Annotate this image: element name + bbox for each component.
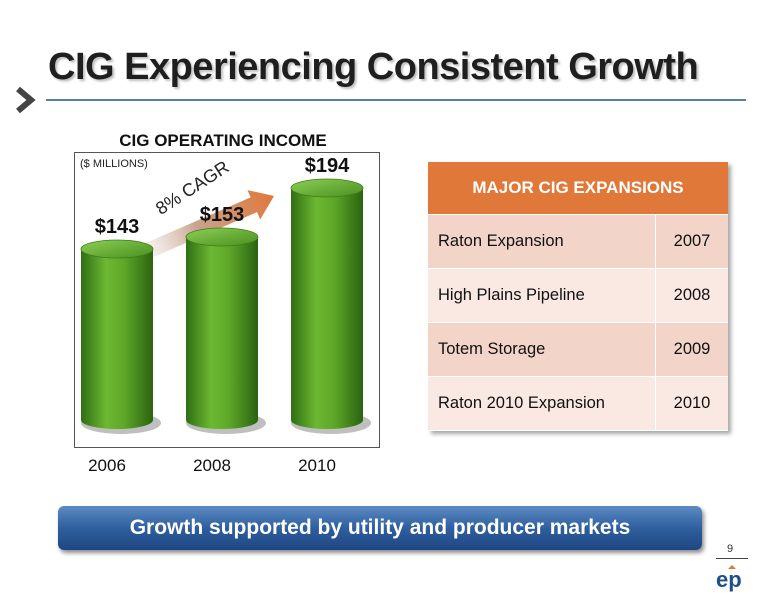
bar-2010 <box>290 178 371 434</box>
table-row: Raton Expansion 2007 <box>428 215 728 269</box>
category-label: 2006 <box>88 456 126 475</box>
chart-unit-label: ($ MILLIONS) <box>80 158 148 170</box>
value-label: $153 <box>200 204 245 226</box>
value-label: $143 <box>95 216 140 238</box>
title-divider <box>46 99 746 101</box>
ep-logo-icon: ep <box>716 565 742 592</box>
expansions-table-header: MAJOR CIG EXPANSIONS <box>428 162 728 215</box>
category-label: 2008 <box>193 456 231 475</box>
table-row: Totem Storage 2009 <box>428 323 728 377</box>
expansion-year: 2008 <box>673 286 711 304</box>
chevron-right-icon <box>16 86 36 114</box>
table-row: Raton 2010 Expansion 2010 <box>428 377 728 431</box>
bar-2008 <box>185 227 266 434</box>
expansion-year: 2007 <box>673 232 711 250</box>
page-number-rule <box>716 558 748 559</box>
table-row: High Plains Pipeline 2008 <box>428 269 728 323</box>
expansion-name: Totem Storage <box>428 323 656 376</box>
expansion-year: 2010 <box>673 394 711 412</box>
chart-title: CIG OPERATING INCOME <box>119 131 327 150</box>
expansion-name: Raton Expansion <box>428 215 656 268</box>
svg-text:ep: ep <box>716 567 742 592</box>
slide-title: CIG Experiencing Consistent Growth <box>48 46 699 88</box>
expansion-name: Raton 2010 Expansion <box>428 377 656 430</box>
value-label: $194 <box>305 155 350 177</box>
growth-banner: Growth supported by utility and producer… <box>58 506 702 550</box>
expansions-table: MAJOR CIG EXPANSIONS Raton Expansion 200… <box>428 162 728 431</box>
expansion-name: High Plains Pipeline <box>428 269 656 322</box>
category-label: 2010 <box>298 456 336 475</box>
cagr-arrow <box>118 190 274 270</box>
page-number: 9 <box>727 543 734 555</box>
bar-2006 <box>80 239 161 434</box>
expansion-year: 2009 <box>673 340 711 358</box>
